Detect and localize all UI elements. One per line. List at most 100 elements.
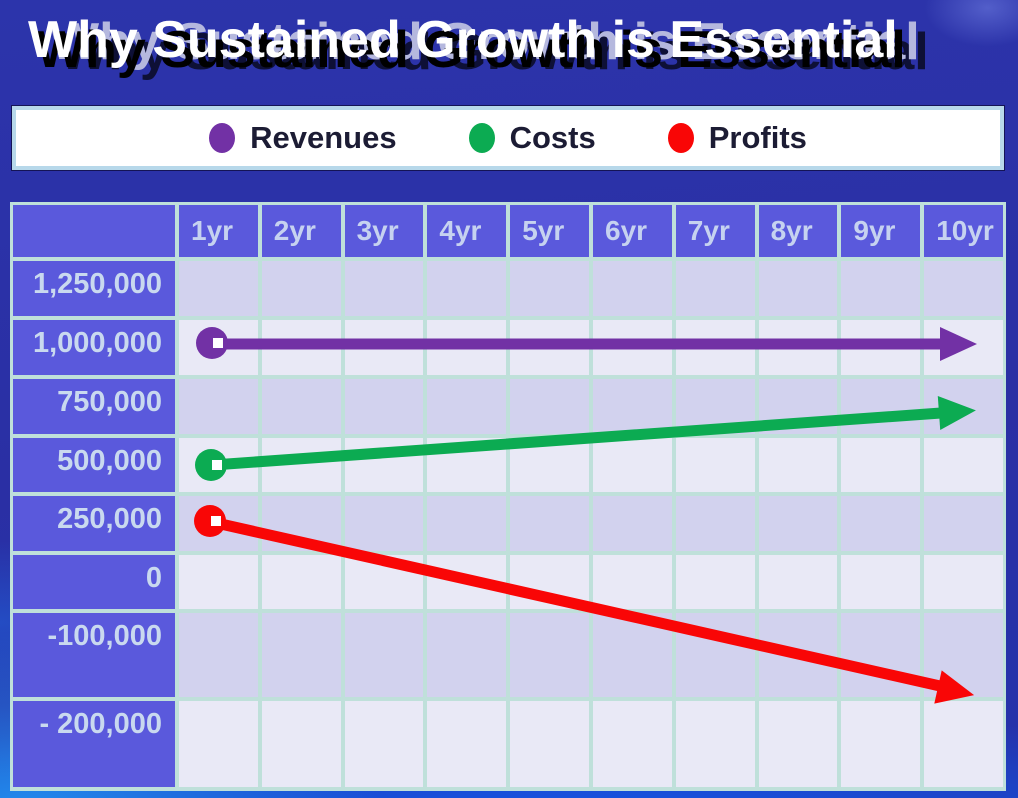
grid-cell	[675, 496, 755, 551]
grid-cell	[510, 555, 589, 609]
grid-cell	[841, 496, 921, 551]
grid-cell	[261, 496, 341, 551]
grid-cell	[675, 613, 755, 697]
costs-dot-icon	[468, 123, 495, 153]
grid-cell	[924, 261, 1003, 316]
page-title-text: Why Sustained Growth is Essential	[28, 11, 898, 69]
grid-cell	[261, 701, 341, 787]
grid-cell	[924, 438, 1003, 492]
grid-cell	[593, 261, 672, 316]
grid-cell	[675, 438, 755, 492]
grid-cell	[758, 613, 838, 697]
column-header-7yr: 7yr	[675, 205, 755, 257]
grid-cell	[427, 438, 507, 492]
grid-cell	[841, 320, 921, 375]
column-header-4yr: 4yr	[427, 205, 507, 257]
grid-cell	[344, 438, 424, 492]
grid-cell	[593, 555, 672, 609]
column-header-3yr: 3yr	[344, 205, 424, 257]
grid-cell	[510, 496, 589, 551]
legend-item-revenues: Revenues	[209, 120, 397, 156]
grid-cell	[179, 496, 258, 551]
grid-cell	[179, 701, 258, 787]
page-title-ghost: Why Sustained Growth is Essential	[50, 13, 920, 71]
grid-cell	[758, 320, 838, 375]
grid-cell	[179, 438, 258, 492]
grid-cell	[758, 496, 838, 551]
grid-cell	[427, 701, 507, 787]
table-corner-cell	[13, 205, 175, 257]
column-header-8yr: 8yr	[758, 205, 838, 257]
grid-cell	[261, 555, 341, 609]
grid-cell	[924, 701, 1003, 787]
grid-cell	[261, 379, 341, 434]
grid-cell	[675, 379, 755, 434]
grid-cell	[675, 261, 755, 316]
column-header-10yr: 10yr	[924, 205, 1003, 257]
page-title: Why Sustained Growth is Essential Why Su…	[28, 11, 1008, 98]
grid-cell	[427, 379, 507, 434]
grid-cell	[593, 613, 672, 697]
row-label-250000: 250,000	[13, 496, 175, 551]
grid-cell	[510, 701, 589, 787]
grid-cell	[593, 320, 672, 375]
chart-legend: Revenues Costs Profits	[12, 106, 1004, 170]
grid-cell	[758, 438, 838, 492]
grid-cell	[261, 320, 341, 375]
grid-cell	[675, 701, 755, 787]
grid-cell	[593, 379, 672, 434]
column-header-9yr: 9yr	[841, 205, 921, 257]
grid-cell	[841, 379, 921, 434]
grid-cell	[758, 261, 838, 316]
grid-cell	[261, 613, 341, 697]
grid-cell	[758, 701, 838, 787]
grid-cell	[344, 613, 424, 697]
grid-cell	[841, 261, 921, 316]
revenues-dot-icon	[209, 123, 236, 153]
legend-item-costs: Costs	[468, 120, 596, 156]
grid-cell	[427, 261, 507, 316]
grid-cell	[344, 496, 424, 551]
grid-cell	[427, 320, 507, 375]
grid-cell	[924, 496, 1003, 551]
grid-cell	[675, 555, 755, 609]
row-label--200000: - 200,000	[13, 701, 175, 787]
grid-cell	[841, 555, 921, 609]
legend-label-profits: Profits	[708, 120, 807, 155]
grid-cell	[179, 613, 258, 697]
grid-cell	[510, 320, 589, 375]
grid-cell	[261, 438, 341, 492]
grid-cell	[924, 555, 1003, 609]
grid-cell	[758, 379, 838, 434]
grid-cell	[510, 613, 589, 697]
row-label-500000: 500,000	[13, 438, 175, 492]
grid-cell	[593, 701, 672, 787]
grid-cell	[758, 555, 838, 609]
legend-label-costs: Costs	[509, 120, 596, 155]
grid-cell	[924, 379, 1003, 434]
grid-cell	[344, 379, 424, 434]
grid-cell	[510, 379, 589, 434]
legend-item-profits: Profits	[667, 120, 807, 156]
grid-cell	[344, 320, 424, 375]
row-label-1000000: 1,000,000	[13, 320, 175, 375]
profits-dot-icon	[667, 123, 694, 153]
grid-cell	[344, 261, 424, 316]
grid-cell	[675, 320, 755, 375]
grid-cell	[344, 555, 424, 609]
grid-cell	[427, 555, 507, 609]
grid-cell	[179, 261, 258, 316]
grid-cell	[593, 438, 672, 492]
grid-cell	[427, 613, 507, 697]
grid-cell	[261, 261, 341, 316]
grid-cell	[593, 496, 672, 551]
grid-cell	[179, 379, 258, 434]
grid-cell	[510, 438, 589, 492]
row-label-1250000: 1,250,000	[13, 261, 175, 316]
legend-label-revenues: Revenues	[250, 120, 397, 155]
grid-cell	[924, 613, 1003, 697]
grid-cell	[924, 320, 1003, 375]
column-header-5yr: 5yr	[510, 205, 589, 257]
grid-cell	[179, 555, 258, 609]
